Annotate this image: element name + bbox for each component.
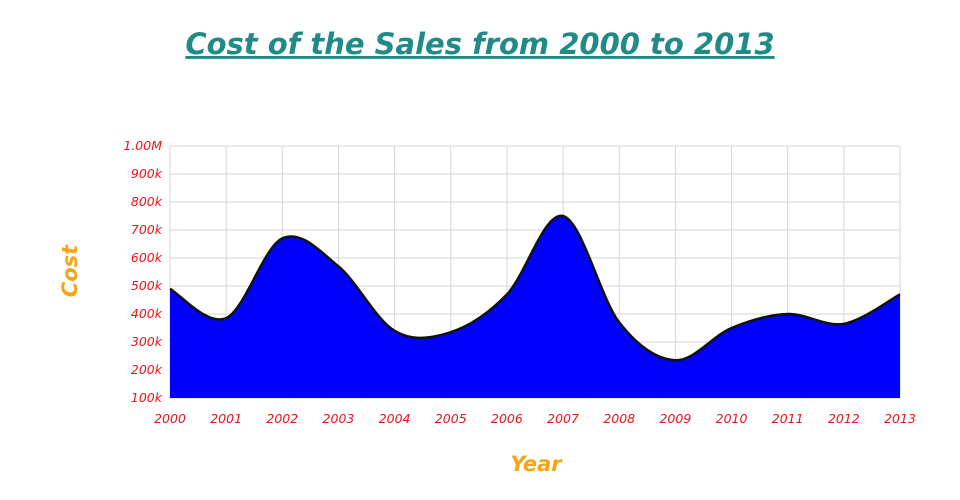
data-point-2002 xyxy=(280,236,284,240)
data-point-2004 xyxy=(393,329,397,333)
x-tick-label: 2006 xyxy=(491,411,523,426)
x-tick-label: 2007 xyxy=(547,411,579,426)
x-tick-label: 2009 xyxy=(659,411,691,426)
y-tick-label: 400k xyxy=(131,306,163,321)
y-axis-title: Cost xyxy=(58,244,82,297)
x-tick-label: 2013 xyxy=(884,411,916,426)
x-tick-label: 2004 xyxy=(379,411,411,426)
data-point-2005 xyxy=(449,330,453,334)
y-tick-label: 100k xyxy=(131,390,163,405)
y-tick-label: 1.00M xyxy=(123,138,162,153)
data-point-2003 xyxy=(336,264,340,268)
y-tick-label: 900k xyxy=(131,166,163,181)
data-point-2013 xyxy=(898,292,902,296)
y-tick-label: 700k xyxy=(131,222,163,237)
x-tick-label: 2001 xyxy=(210,411,242,426)
data-point-2011 xyxy=(786,312,790,316)
x-tick-label: 2011 xyxy=(772,411,804,426)
y-tick-label: 600k xyxy=(131,250,163,265)
x-tick-label: 2010 xyxy=(716,411,748,426)
data-point-2009 xyxy=(673,358,677,362)
x-tick-label: 2002 xyxy=(266,411,298,426)
data-point-2000 xyxy=(168,287,172,291)
y-tick-label: 500k xyxy=(131,278,163,293)
area-fill xyxy=(170,215,900,398)
x-tick-label: 2012 xyxy=(828,411,860,426)
area-series xyxy=(168,214,902,398)
data-point-2010 xyxy=(730,326,734,330)
x-tick-label: 2008 xyxy=(603,411,635,426)
x-tick-labels: 2000 2001 2002 2003 2004 2005 2006 2007 2008 2009… xyxy=(154,411,916,426)
chart-title: Cost of the Sales from 2000 to 2013 xyxy=(185,27,774,61)
x-tick-label: 2003 xyxy=(323,411,355,426)
data-point-2008 xyxy=(617,320,621,324)
x-tick-label: 2005 xyxy=(435,411,467,426)
x-axis-title: Year xyxy=(510,452,563,476)
y-tick-label: 800k xyxy=(131,194,163,209)
x-tick-label: 2000 xyxy=(154,411,186,426)
data-point-2006 xyxy=(505,292,509,296)
data-point-2007 xyxy=(561,214,565,218)
data-point-2001 xyxy=(224,316,228,320)
y-tick-label: 300k xyxy=(131,334,163,349)
area-line xyxy=(169,214,901,362)
data-point-2012 xyxy=(842,322,846,326)
y-tick-labels: 100k 200k 300k 400k 500k 600k 700k 800k 900k 1.00… xyxy=(123,138,162,405)
y-tick-label: 200k xyxy=(131,362,163,377)
